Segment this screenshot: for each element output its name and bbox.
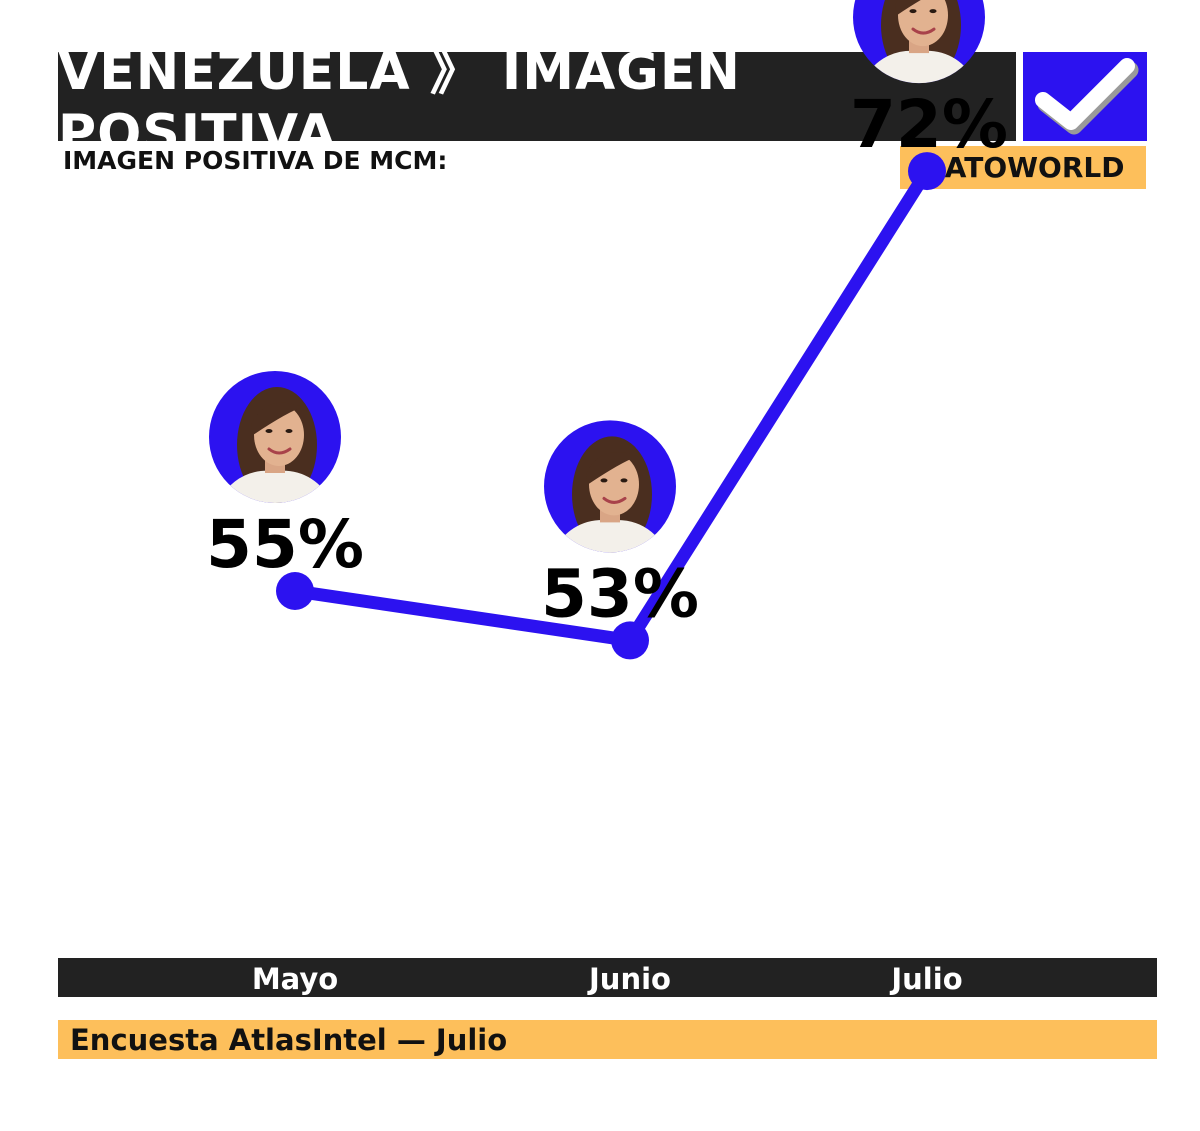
checkmark-badge — [1023, 52, 1147, 141]
x-tick-label: Mayo — [252, 962, 338, 996]
portrait-avatar-icon — [853, 0, 985, 84]
data-label: 72% — [850, 86, 1008, 163]
page-title: VENEZUELA 》 IMAGEN POSITIVA — [58, 42, 1016, 164]
chart-subtitle: IMAGEN POSITIVA DE MCM: — [63, 146, 448, 175]
data-label: 53% — [541, 555, 699, 632]
x-axis-bar — [58, 958, 1157, 997]
source-note: Encuesta AtlasIntel — Julio — [58, 1020, 1157, 1059]
data-point — [611, 621, 649, 660]
checkmark-icon — [1035, 58, 1139, 135]
x-tick-label: Julio — [889, 962, 962, 996]
data-label: 55% — [206, 506, 364, 583]
portrait-avatar-icon — [209, 371, 341, 503]
x-tick-label: Junio — [587, 962, 671, 996]
portrait-avatar-icon — [544, 420, 676, 553]
data-point — [276, 572, 314, 610]
data-point — [908, 152, 946, 191]
